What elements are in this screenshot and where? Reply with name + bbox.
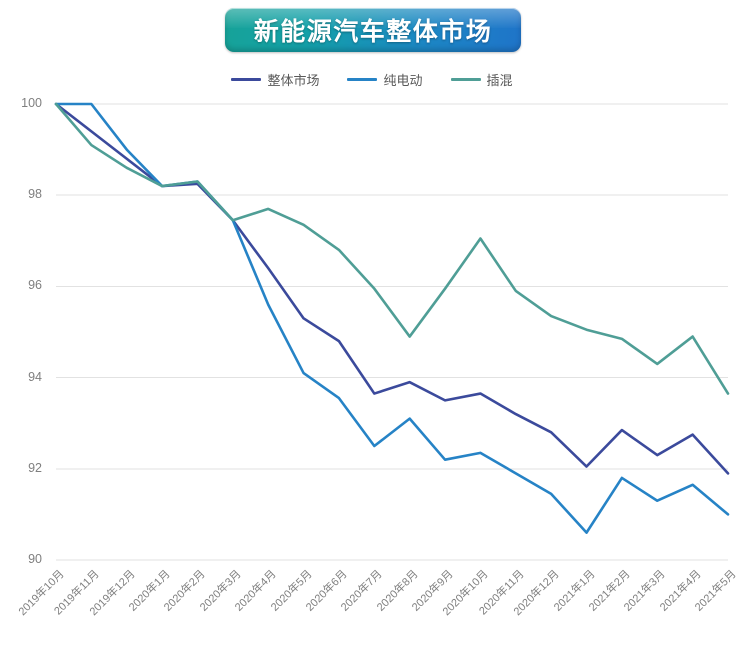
legend-item-1[interactable]: 纯电动 [347,70,423,89]
chart-canvas [54,102,730,561]
legend-item-0[interactable]: 整体市场 [231,70,319,89]
page-title: 新能源汽车整体市场 [253,18,493,46]
y-tick-94: 94 [28,369,42,384]
legend-swatch-icon-2 [450,78,481,81]
legend-swatch-icon-1 [347,78,378,81]
y-tick-98: 98 [28,187,42,202]
gridlines-group [56,103,728,561]
series-line-0[interactable] [54,102,730,475]
legend-item-2[interactable]: 插混 [450,70,513,89]
y-tick-96: 96 [28,278,42,293]
chart-title-banner: 新能源汽车整体市场 [225,8,521,52]
y-tick-92: 92 [28,460,42,475]
legend-label-1: 纯电动 [383,73,423,88]
legend-swatch-icon-0 [231,78,262,81]
legend-label-2: 插混 [486,73,513,88]
chart-plot-area: 90 92 94 96 98 100 2019年10月 2019年11月 2019年12月 20… [17,96,739,618]
series-line-2[interactable] [54,102,730,395]
chart-legend: 整体市场 纯电动 插混 [0,70,744,89]
series-group [54,102,730,534]
y-tick-100: 100 [21,96,42,110]
y-tick-90: 90 [28,552,42,566]
legend-label-0: 整体市场 [267,73,320,88]
